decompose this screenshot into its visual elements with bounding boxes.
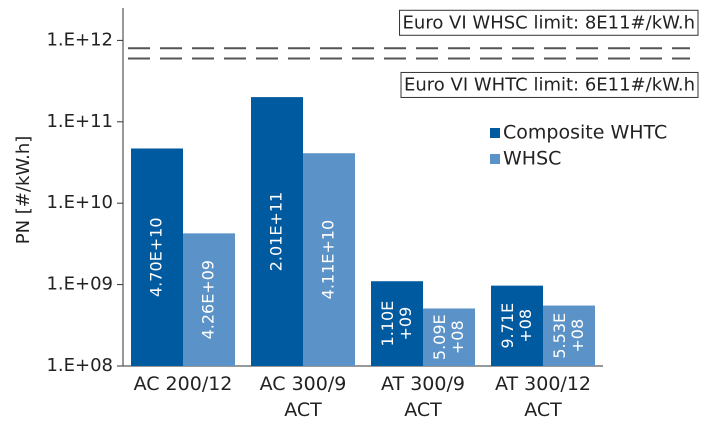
bar <box>423 308 475 366</box>
x-tick-label: AC 300/9 ACT <box>259 373 347 421</box>
data-label: 5.09E+08 <box>430 314 467 360</box>
legend-label: WHSC <box>503 148 561 170</box>
bar <box>491 285 543 366</box>
x-tick-label: AT 300/12 ACT <box>494 373 591 421</box>
y-tick-label: 1.E+11 <box>46 111 113 132</box>
data-label: 4.70E+10 <box>147 217 166 297</box>
data-label: 5.53E+08 <box>550 313 587 359</box>
bar <box>543 305 595 366</box>
y-tick-label: 1.E+10 <box>46 192 113 213</box>
y-tick-label: 1.E+12 <box>46 29 113 50</box>
bar <box>251 97 303 366</box>
legend-swatch <box>490 154 500 164</box>
data-label: 4.11E+10 <box>319 220 338 300</box>
legend-swatch <box>490 128 500 138</box>
limit-box <box>400 71 699 98</box>
data-label: 2.01E+11 <box>267 192 286 272</box>
limit-box <box>399 9 699 36</box>
limit-label: Euro VI WHTC limit: 6E11#/kW.h <box>404 74 695 95</box>
x-tick-label: AT 300/9 ACT <box>381 373 465 421</box>
data-label: 1.10E+09 <box>378 301 415 347</box>
y-axis-label: PN [#/kW.h] <box>13 136 34 245</box>
y-tick-label: 1.E+08 <box>46 355 113 376</box>
x-tick-label: AC 200/12 <box>133 373 233 395</box>
y-tick-label: 1.E+09 <box>46 274 113 295</box>
legend-label: Composite WHTC <box>503 122 667 144</box>
data-label: 4.26E+09 <box>199 260 218 340</box>
data-label: 9.71E+08 <box>498 303 535 349</box>
bar <box>183 233 235 366</box>
bar <box>371 281 423 366</box>
limit-label: Euro VI WHSC limit: 8E11#/kW.h <box>403 12 695 33</box>
bar <box>131 148 183 366</box>
bar <box>303 153 355 366</box>
